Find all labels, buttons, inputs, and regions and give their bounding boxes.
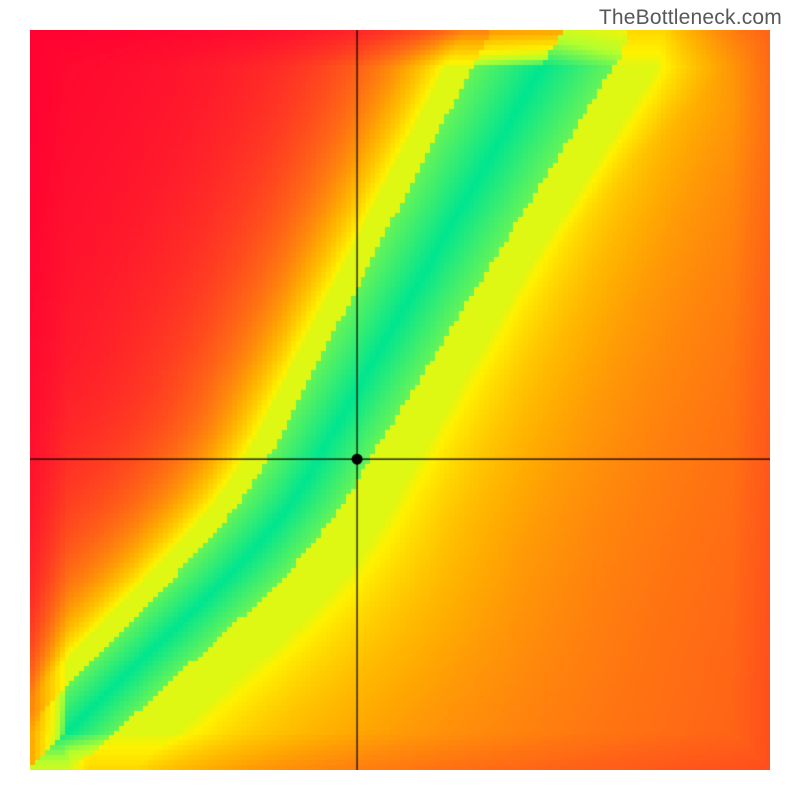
heatmap-canvas xyxy=(30,30,770,770)
attribution-text: TheBottleneck.com xyxy=(599,6,782,30)
heatmap-plot xyxy=(30,30,770,770)
